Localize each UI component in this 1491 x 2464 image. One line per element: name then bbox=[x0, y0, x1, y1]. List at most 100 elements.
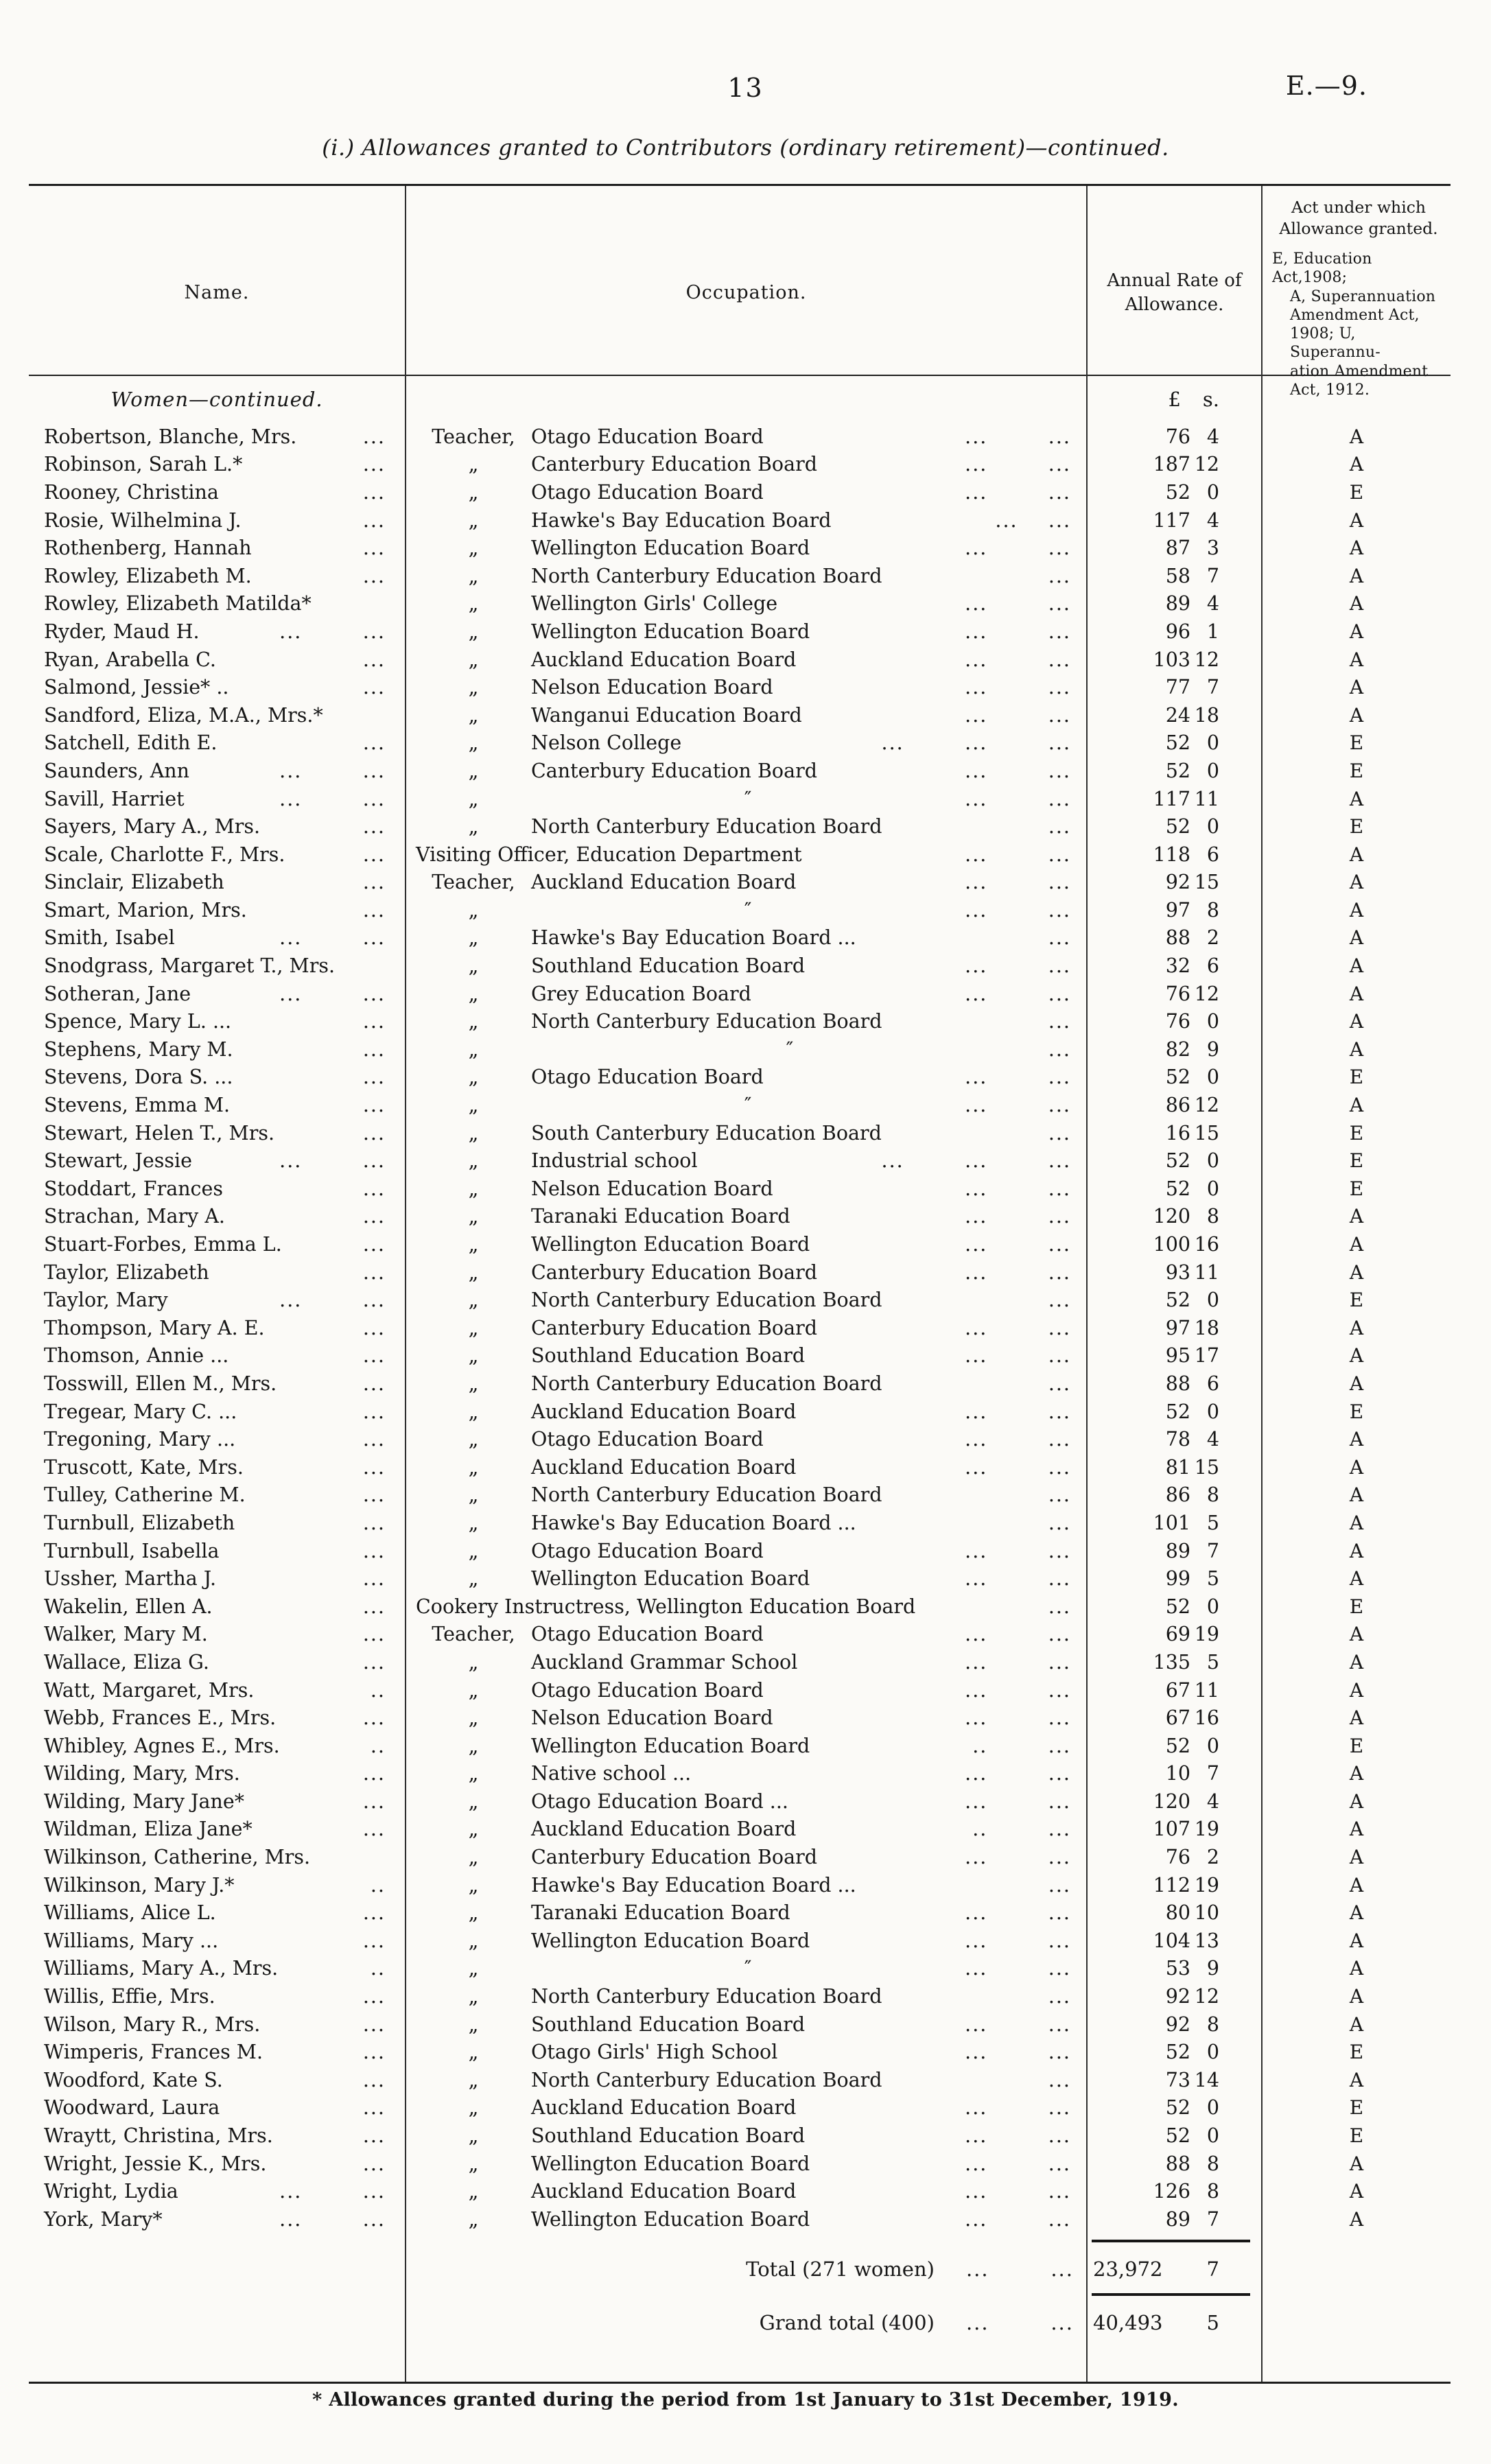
name-cell: Tregoning, Mary ...... bbox=[29, 1425, 405, 1453]
allowance-shillings: 2 bbox=[1206, 1846, 1219, 1869]
allowance-shillings: 18 bbox=[1194, 1316, 1219, 1339]
allowance-shillings: 11 bbox=[1194, 1678, 1219, 1702]
table-row: Savill, Harriet... ... „ ″... ... 117 11 A bbox=[29, 784, 1451, 813]
allowance-cell: 67 11 bbox=[1086, 1676, 1261, 1704]
allowance-shillings: 8 bbox=[1206, 2152, 1219, 2175]
leader-dots: ... ... bbox=[965, 2310, 1074, 2334]
allowance-shillings: 6 bbox=[1206, 1372, 1219, 1395]
table-row: Willis, Effie, Mrs.... „ North Canterbury … bbox=[29, 1982, 1451, 2010]
total-row: Total (271 women) ... ... 23,972 7 bbox=[29, 2251, 1451, 2287]
leader-dots: ... bbox=[362, 1066, 386, 1089]
occupation-cell: „ Native school ... ... ... bbox=[405, 1759, 1086, 1788]
person-name: Wakelin, Ellen A. bbox=[44, 1595, 213, 1618]
person-name: Taylor, Elizabeth bbox=[44, 1260, 209, 1284]
leader-dots: ... ... bbox=[965, 1260, 1071, 1284]
table-row: Wright, Lydia ... ... „ Auckland Education … bbox=[29, 2177, 1451, 2205]
allowance-cell: 92 8 bbox=[1086, 2010, 1261, 2039]
allowance-cell: 93 11 bbox=[1086, 1258, 1261, 1287]
name-cell: Rowley, Elizabeth Matilda* bbox=[29, 590, 405, 618]
allowance-shillings: 0 bbox=[1206, 815, 1219, 838]
leader-dots: ... bbox=[1048, 2068, 1071, 2091]
person-name: Wright, Lydia bbox=[44, 2180, 178, 2203]
act-cell: A bbox=[1261, 2177, 1451, 2205]
occupation-text: Hawke's Bay Education Board ... bbox=[531, 1511, 856, 1534]
table-totals: Total (271 women) ... ... 23,972 7 Grand tot… bbox=[29, 2233, 1451, 2340]
allowance-pounds: 67 bbox=[1165, 1706, 1190, 1730]
occupation-prefix: „ bbox=[468, 1901, 479, 1925]
act-cell: A bbox=[1261, 1870, 1451, 1899]
allowance-shillings: 14 bbox=[1194, 2068, 1219, 2091]
allowance-pounds: 52 bbox=[1165, 731, 1190, 755]
name-cell: Sotheran, Jane ... ... bbox=[29, 980, 405, 1008]
table-header-row: Name. Occupation. Annual Rate of Allowanc… bbox=[29, 186, 1451, 400]
allowance-pounds: 52 bbox=[1165, 1595, 1190, 1618]
leader-dots: ... bbox=[362, 1455, 386, 1479]
name-cell: Whibley, Agnes E., Mrs... bbox=[29, 1732, 405, 1760]
leader-dots: ... bbox=[362, 871, 386, 894]
person-name: Rothenberg, Hannah bbox=[44, 537, 252, 560]
occupation-text: Hawke's Bay Education Board ... bbox=[531, 1873, 856, 1897]
allowance-pounds: 16 bbox=[1165, 1121, 1190, 1145]
allowance-cell: 97 18 bbox=[1086, 1314, 1261, 1342]
leader-dots: .. bbox=[370, 1678, 386, 1702]
occupation-text: Otago Education Board bbox=[531, 425, 764, 448]
occupation-prefix: Teacher, bbox=[432, 425, 515, 448]
leader-dots: ... ... bbox=[965, 1205, 1071, 1228]
allowance-cell: 86 12 bbox=[1086, 1091, 1261, 1119]
allowance-cell: 87 3 bbox=[1086, 534, 1261, 562]
leader-dots: ... ... bbox=[279, 2180, 386, 2203]
leader-dots: ... ... bbox=[279, 926, 386, 950]
allowance-cell: 52 0 bbox=[1086, 2122, 1261, 2150]
allowance-shillings: 2 bbox=[1206, 926, 1219, 950]
name-cell: Robinson, Sarah L.*... bbox=[29, 451, 405, 479]
allowance-pounds: 81 bbox=[1165, 1455, 1190, 1479]
occupation-cell: „ Canterbury Education Board ... ... bbox=[405, 1843, 1086, 1871]
leader-dots: ... ... bbox=[965, 648, 1071, 671]
act-header-note: E, Education Act,1908; A, Superannuation A… bbox=[1272, 250, 1445, 399]
allowance-pounds: 96 bbox=[1165, 620, 1190, 643]
act-cell: A bbox=[1261, 1676, 1451, 1704]
occupation-text: Grey Education Board bbox=[531, 982, 751, 1005]
act-note-line: Act, 1912. bbox=[1290, 381, 1370, 399]
occupation-text: Nelson Education Board bbox=[531, 1177, 773, 1200]
name-cell: Wraytt, Christina, Mrs.... bbox=[29, 2122, 405, 2150]
leader-dots: ... ... bbox=[965, 843, 1071, 866]
occupation-cell: „ Auckland Education Board ... ... bbox=[405, 2093, 1086, 2122]
act-cell: A bbox=[1261, 1314, 1451, 1342]
allowance-shillings: 18 bbox=[1194, 703, 1219, 727]
act-cell: E bbox=[1261, 729, 1451, 758]
allowance-shillings: 16 bbox=[1194, 1233, 1219, 1256]
name-cell: Stevens, Emma M.... bbox=[29, 1091, 405, 1119]
allowance-pounds: 58 bbox=[1165, 564, 1190, 587]
leader-dots: ... bbox=[362, 1121, 386, 1145]
leader-dots: ... ... bbox=[965, 2096, 1071, 2120]
name-cell: Smith, Isabel ... ... bbox=[29, 924, 405, 952]
leader-dots: ... bbox=[362, 425, 386, 448]
occupation-cell: „ Grey Education Board ... ... bbox=[405, 979, 1086, 1008]
occupation-text: Auckland Education Board bbox=[531, 2180, 797, 2203]
occupation-prefix: „ bbox=[468, 2207, 479, 2231]
occupation-text: Hawke's Bay Education Board bbox=[531, 508, 832, 532]
occupation-cell: „ Otago Education Board ... ... bbox=[405, 1425, 1086, 1453]
allowance-shillings: 8 bbox=[1206, 1205, 1219, 1228]
name-cell: Wilding, Mary Jane*... bbox=[29, 1787, 405, 1816]
occupation-cell: „ North Canterbury Education Board... bbox=[405, 1286, 1086, 1314]
name-cell: Turnbull, Elizabeth... bbox=[29, 1509, 405, 1537]
allowance-cell: 187 12 bbox=[1086, 450, 1261, 479]
allowance-cell: 107 19 bbox=[1086, 1815, 1261, 1844]
occupation-cell: „ Otago Education Board ... ... ... bbox=[405, 1787, 1086, 1816]
allowance-cell: 101 5 bbox=[1086, 1509, 1261, 1537]
occupation-text: Otago Education Board bbox=[531, 1539, 764, 1562]
person-name: Rooney, Christina bbox=[44, 480, 219, 504]
occupation-cell: „ Wellington Education Board ... ... bbox=[405, 2205, 1086, 2233]
occupation-cell: „ Wellington Education Board ... ... bbox=[405, 534, 1086, 562]
leader-dots: ... ... bbox=[965, 1455, 1071, 1479]
table-row: Stevens, Emma M.... „ ″... ... 86 12 A bbox=[29, 1091, 1451, 1119]
act-cell: E bbox=[1261, 1063, 1451, 1092]
allowance-shillings: 3 bbox=[1206, 537, 1219, 560]
allowance-pounds: 76 bbox=[1165, 1010, 1190, 1033]
total-name-cell bbox=[29, 2251, 405, 2287]
occupation-text: Otago Education Board bbox=[531, 1428, 764, 1451]
leader-dots: ... ... bbox=[279, 982, 386, 1005]
act-cell: A bbox=[1261, 979, 1451, 1008]
